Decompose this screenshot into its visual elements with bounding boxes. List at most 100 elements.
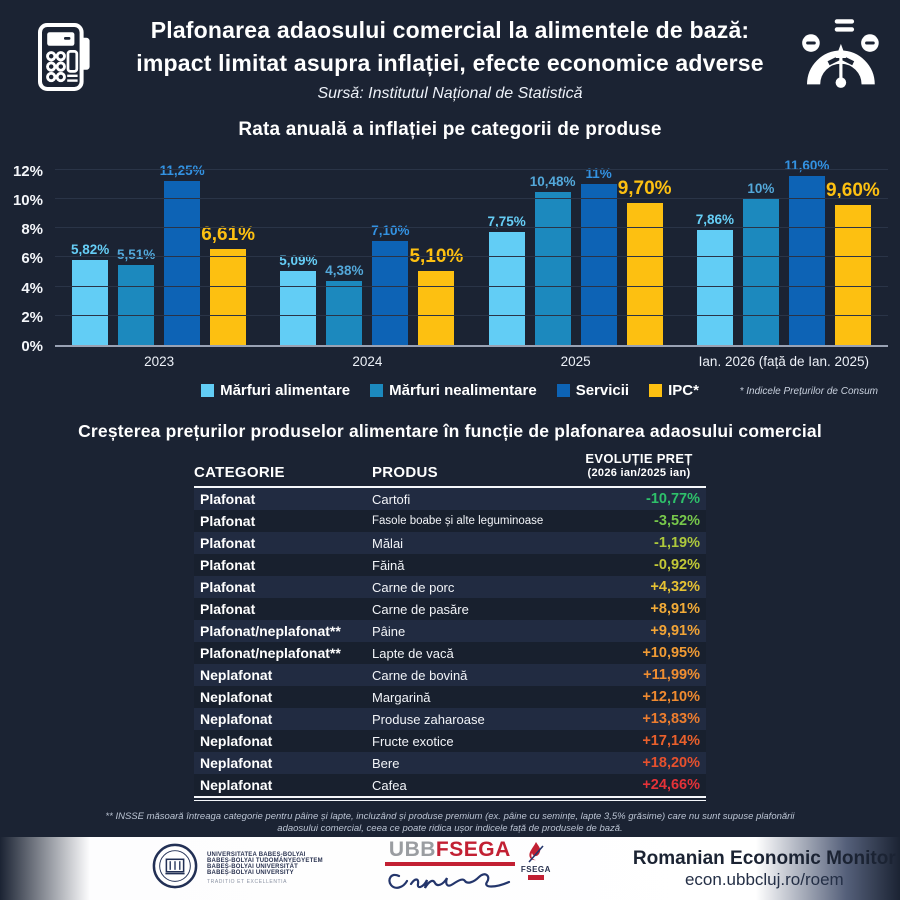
x-axis-label: 2024 [352,354,383,369]
bar [696,230,733,345]
bar-value-label: 6,61% [201,223,256,245]
cell-product: Carne de pasăre [372,601,469,617]
y-tick-label: 10% [12,192,43,209]
legend-swatch [556,383,570,397]
table-rows: Plafonat Cartofi -10,77% Plafonat Fasole boa… [194,486,706,796]
cell-product: Carne de porc [372,579,455,595]
table-bottom-rule [194,796,706,801]
legend-swatch [649,383,663,397]
cell-category: Plafonat/neplafonat** [200,623,341,639]
bar-slot: 5,10% [409,153,463,345]
bar [742,199,779,345]
table-row: Neplafonat Bere +18,20% [194,752,706,774]
bar-value-label: 5,10% [409,245,464,267]
chart-title: Rata anuală a inflației pe categorii de … [238,119,662,140]
cell-product: Fasole boabe și alte leguminoase [372,515,544,527]
page-title-line1: Plafonarea adaosului comercial la alimen… [150,17,750,43]
bar-value-label: 10% [747,181,775,196]
bar-slot: 5,51% [116,153,156,345]
legend-label: Mărfuri alimentare [220,381,351,399]
bar [164,180,201,345]
gridline [55,314,888,316]
cell-product: Lapte de vacă [372,645,454,661]
signature-script [385,868,515,899]
bar-slot: 7,75% [487,153,526,345]
bar-value-label: 11,60% [784,157,830,173]
gridline [55,198,888,199]
bar-slot: 4,38% [325,153,364,345]
bar-slot: 7,86% [696,153,734,345]
legend-label: Mărfuri nealimentare [389,381,537,399]
bar [788,175,825,345]
chart-legend: Mărfuri alimentare Mărfuri nealimentare Se… [0,381,900,399]
ubb-name-line: BABEȘ-BOLYAI UNIVERSITÄT [207,864,299,870]
x-axis-label: Ian. 2026 (față de Ian. 2025) [698,354,870,369]
gridline [55,285,888,287]
table-row: Plafonat Fasole boabe și alte leguminoase… [194,510,706,532]
cell-category: Neplafonat [200,777,273,793]
legend-item: Mărfuri alimentare [201,382,350,399]
fsega-emblem-label: FSEGA [520,864,551,874]
bar [210,248,247,345]
bar [534,192,571,345]
bar-value-label: 7,10% [371,223,410,239]
bar-slot: 10% [742,153,779,345]
chart-plot-area: 5,82% 5,51% 11,25% 6,61% 5,09% 4,38% 7,10% 5,10… [55,155,888,347]
bar-group: 5,82% 5,51% 11,25% 6,61% [67,153,255,345]
table-row: Plafonat Făină -0,92% [194,554,706,576]
table-title: Creșterea prețurilor produselor alimenta… [78,421,822,441]
cell-price-change: +11,99% [643,667,700,683]
cell-price-change: -3,52% [654,513,700,529]
y-tick-label: 8% [21,221,43,239]
bar-value-label: 7,75% [487,213,526,229]
bar-slot: 7,10% [371,153,410,345]
bar [488,231,525,345]
bar-slot: 6,61% [201,153,255,345]
bar [834,204,871,345]
table-row: Plafonat/neplafonat** Lapte de vacă +10,95… [194,642,706,664]
pos-terminal-icon [24,16,104,103]
bar-value-label: 10,48% [529,174,576,189]
cell-price-change: +12,10% [642,689,700,705]
bar-value-label: 5,09% [279,252,318,268]
cell-category: Plafonat [200,513,256,529]
ubb-name-line: BABEȘ-BOLYAI UNIVERSITY [207,870,294,876]
bar-slot: 5,82% [71,153,109,345]
ubb-name-lines: UNIVERSITATEA BABEȘ-BOLYAI BABEȘ-BOLYAI T… [207,852,323,885]
bar-value-label: 4,38% [325,263,364,279]
cell-price-change: +10,95% [642,645,700,661]
legend-swatch [201,383,215,397]
ubb-name-line: BABEȘ-BOLYAI TUDOMÁNYEGYETEM [207,858,323,864]
bar [626,203,663,345]
cell-price-change: -10,77% [645,491,700,507]
bar-slot: 10,48% [530,153,576,345]
cell-price-change: +24,66% [642,777,700,793]
cell-product: Produse zaharoase [372,711,485,727]
cell-category: Plafonat [200,557,256,573]
cell-price-change: +9,91% [650,623,700,639]
header-evolution: EVOLUȚIE PREȚ (2026 ian/2025 ian) [572,451,706,481]
cell-price-change: -1,19% [654,535,700,551]
bar-value-label: 11% [585,166,612,182]
cell-category: Neplafonat [200,755,273,771]
gridline [55,168,888,170]
cell-price-change: +8,91% [650,601,700,617]
table-row: Plafonat Carne de pasăre +8,91% [194,598,706,620]
table-row: Plafonat/neplafonat** Pâine +9,91% [194,620,706,642]
bar-value-label: 5,51% [116,246,156,262]
y-tick-label: 0% [21,338,43,355]
bar-value-label: 9,60% [825,179,880,201]
y-tick-label: 4% [21,279,43,297]
y-tick-label: 12% [12,162,43,180]
table-header: CATEGORIE PRODUS EVOLUȚIE PREȚ (2026 ian… [194,451,706,486]
cell-price-change: +4,32% [650,579,700,595]
legend-item: Mărfuri nealimentare [370,382,537,399]
footer: UNIVERSITATEA BABEȘ-BOLYAI BABEȘ-BOLYAI T… [0,837,900,900]
cell-product: Cafea [372,777,407,793]
cell-category: Plafonat [200,535,256,551]
legend-footnote: * Indicele Prețurilor de Consum [739,386,878,397]
legend-item: Servicii [556,382,629,399]
rem-branding: Romanian Economic Monitor econ.ubbcluj.r… [633,848,896,890]
bar [372,241,409,345]
bar [580,184,617,345]
